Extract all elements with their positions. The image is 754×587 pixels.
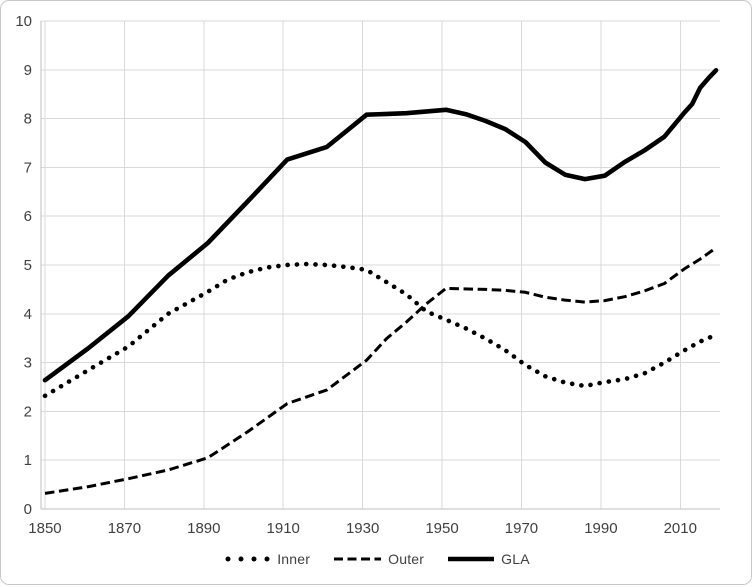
legend-label-inner: Inner: [277, 551, 311, 567]
legend-item-outer: Outer: [334, 551, 424, 567]
y-tick-label: 5: [24, 257, 32, 274]
y-tick-label: 7: [24, 159, 32, 176]
y-tick-label: 0: [24, 501, 32, 518]
y-tick-label: 3: [24, 355, 32, 372]
series-line-inner: [42, 261, 719, 399]
legend-label-outer: Outer: [388, 551, 425, 567]
legend-item-inner: Inner: [224, 551, 310, 567]
y-tick-label: 1: [24, 452, 32, 469]
outer-dashed-line-marker: [334, 557, 382, 561]
y-tick-label: 4: [24, 306, 32, 323]
series-line-gla: [42, 68, 719, 383]
x-tick-label: 1990: [584, 520, 617, 537]
x-tick-label: 1950: [425, 520, 458, 537]
x-tick-label: 2010: [664, 520, 697, 537]
x-tick-label: 1890: [187, 520, 220, 537]
y-tick-label: 8: [24, 111, 32, 128]
y-tick-label: 2: [24, 403, 32, 420]
inner-dotted-line-marker: [225, 556, 270, 562]
gla-solid-line-marker: [448, 556, 495, 562]
legend-label-gla: GLA: [501, 551, 530, 567]
x-tick-label: 1870: [108, 520, 141, 537]
x-tick-label: 1910: [267, 520, 300, 537]
x-tick-label: 1850: [28, 520, 61, 537]
y-tick-label: 10: [15, 13, 32, 30]
x-tick-label: 1930: [346, 520, 379, 537]
legend-item-gla: GLA: [448, 551, 530, 567]
x-tick-label: 1970: [505, 520, 538, 537]
y-tick-label: 6: [24, 208, 32, 225]
series-line-outer: [44, 246, 717, 495]
chart-legend: Inner Outer GLA: [0, 551, 754, 567]
y-tick-label: 9: [24, 62, 32, 79]
